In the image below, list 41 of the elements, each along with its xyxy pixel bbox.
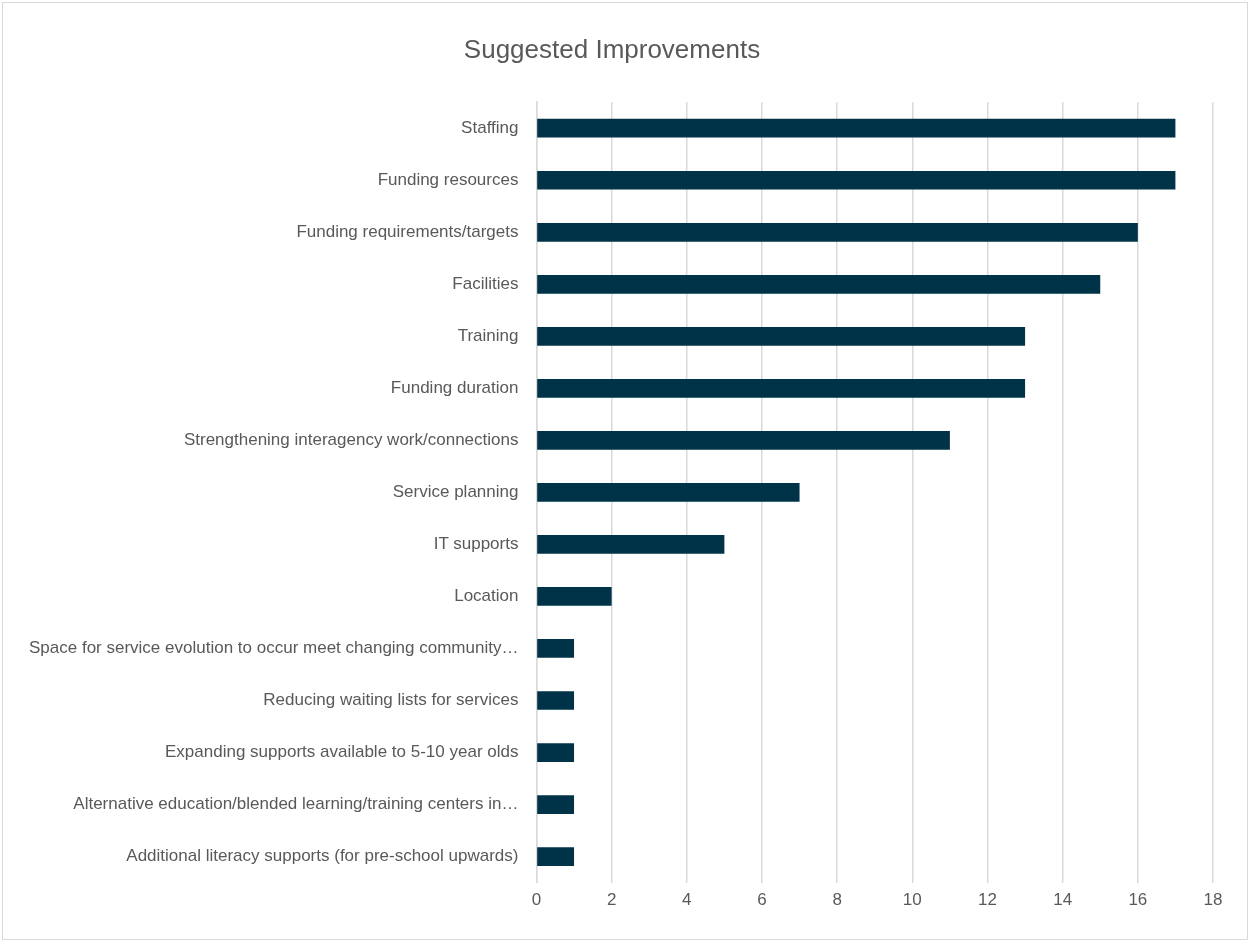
x-tick-label: 2 bbox=[606, 890, 617, 910]
y-tick-label: Alternative education/blended learning/training centers in… bbox=[73, 794, 519, 814]
x-tick-label: 10 bbox=[902, 890, 922, 910]
bar bbox=[537, 483, 800, 502]
y-tick-label: Space for service evolution to occur meet changing community… bbox=[28, 638, 519, 658]
y-tick-label: Additional literacy supports (for pre-school upwards) bbox=[126, 846, 519, 866]
y-tick-label: Funding requirements/targets bbox=[296, 221, 519, 241]
bar bbox=[537, 795, 575, 814]
y-tick-label: Location bbox=[454, 586, 519, 606]
x-tick-label: 18 bbox=[1203, 890, 1223, 910]
y-tick-label: Funding resources bbox=[377, 169, 519, 189]
y-tick-label: Reducing waiting lists for services bbox=[263, 690, 519, 710]
y-tick-label: Expanding supports available to 5-10 year olds bbox=[165, 742, 519, 762]
x-tick-label: 8 bbox=[832, 890, 842, 910]
bar bbox=[537, 535, 725, 554]
bar bbox=[537, 118, 1176, 138]
bar bbox=[537, 847, 575, 866]
chart-title: Suggested Improvements bbox=[463, 33, 761, 64]
x-tick-label: 14 bbox=[1053, 890, 1073, 910]
x-tick-label: 0 bbox=[531, 890, 542, 910]
bar bbox=[537, 743, 575, 762]
x-tick-label: 4 bbox=[682, 890, 692, 910]
x-tick-label: 12 bbox=[978, 890, 997, 910]
y-tick-label: Service planning bbox=[392, 482, 519, 502]
y-tick-label: Funding duration bbox=[390, 378, 519, 398]
y-tick-label: Facilities bbox=[452, 273, 519, 293]
bar bbox=[537, 170, 1176, 190]
y-tick-label: Staffing bbox=[461, 117, 519, 137]
y-tick-label: IT supports bbox=[433, 534, 519, 554]
bar bbox=[537, 326, 1026, 346]
bar bbox=[537, 378, 1026, 398]
x-tick-label: 16 bbox=[1128, 890, 1148, 910]
bar bbox=[537, 431, 950, 450]
bar bbox=[537, 587, 612, 606]
bar bbox=[537, 222, 1138, 242]
bar bbox=[537, 691, 575, 710]
bar bbox=[537, 274, 1101, 294]
y-tick-label: Training bbox=[457, 326, 519, 346]
y-tick-label: Strengthening interagency work/connections bbox=[183, 430, 519, 450]
x-tick-label: 6 bbox=[757, 890, 767, 910]
bar bbox=[537, 639, 575, 658]
